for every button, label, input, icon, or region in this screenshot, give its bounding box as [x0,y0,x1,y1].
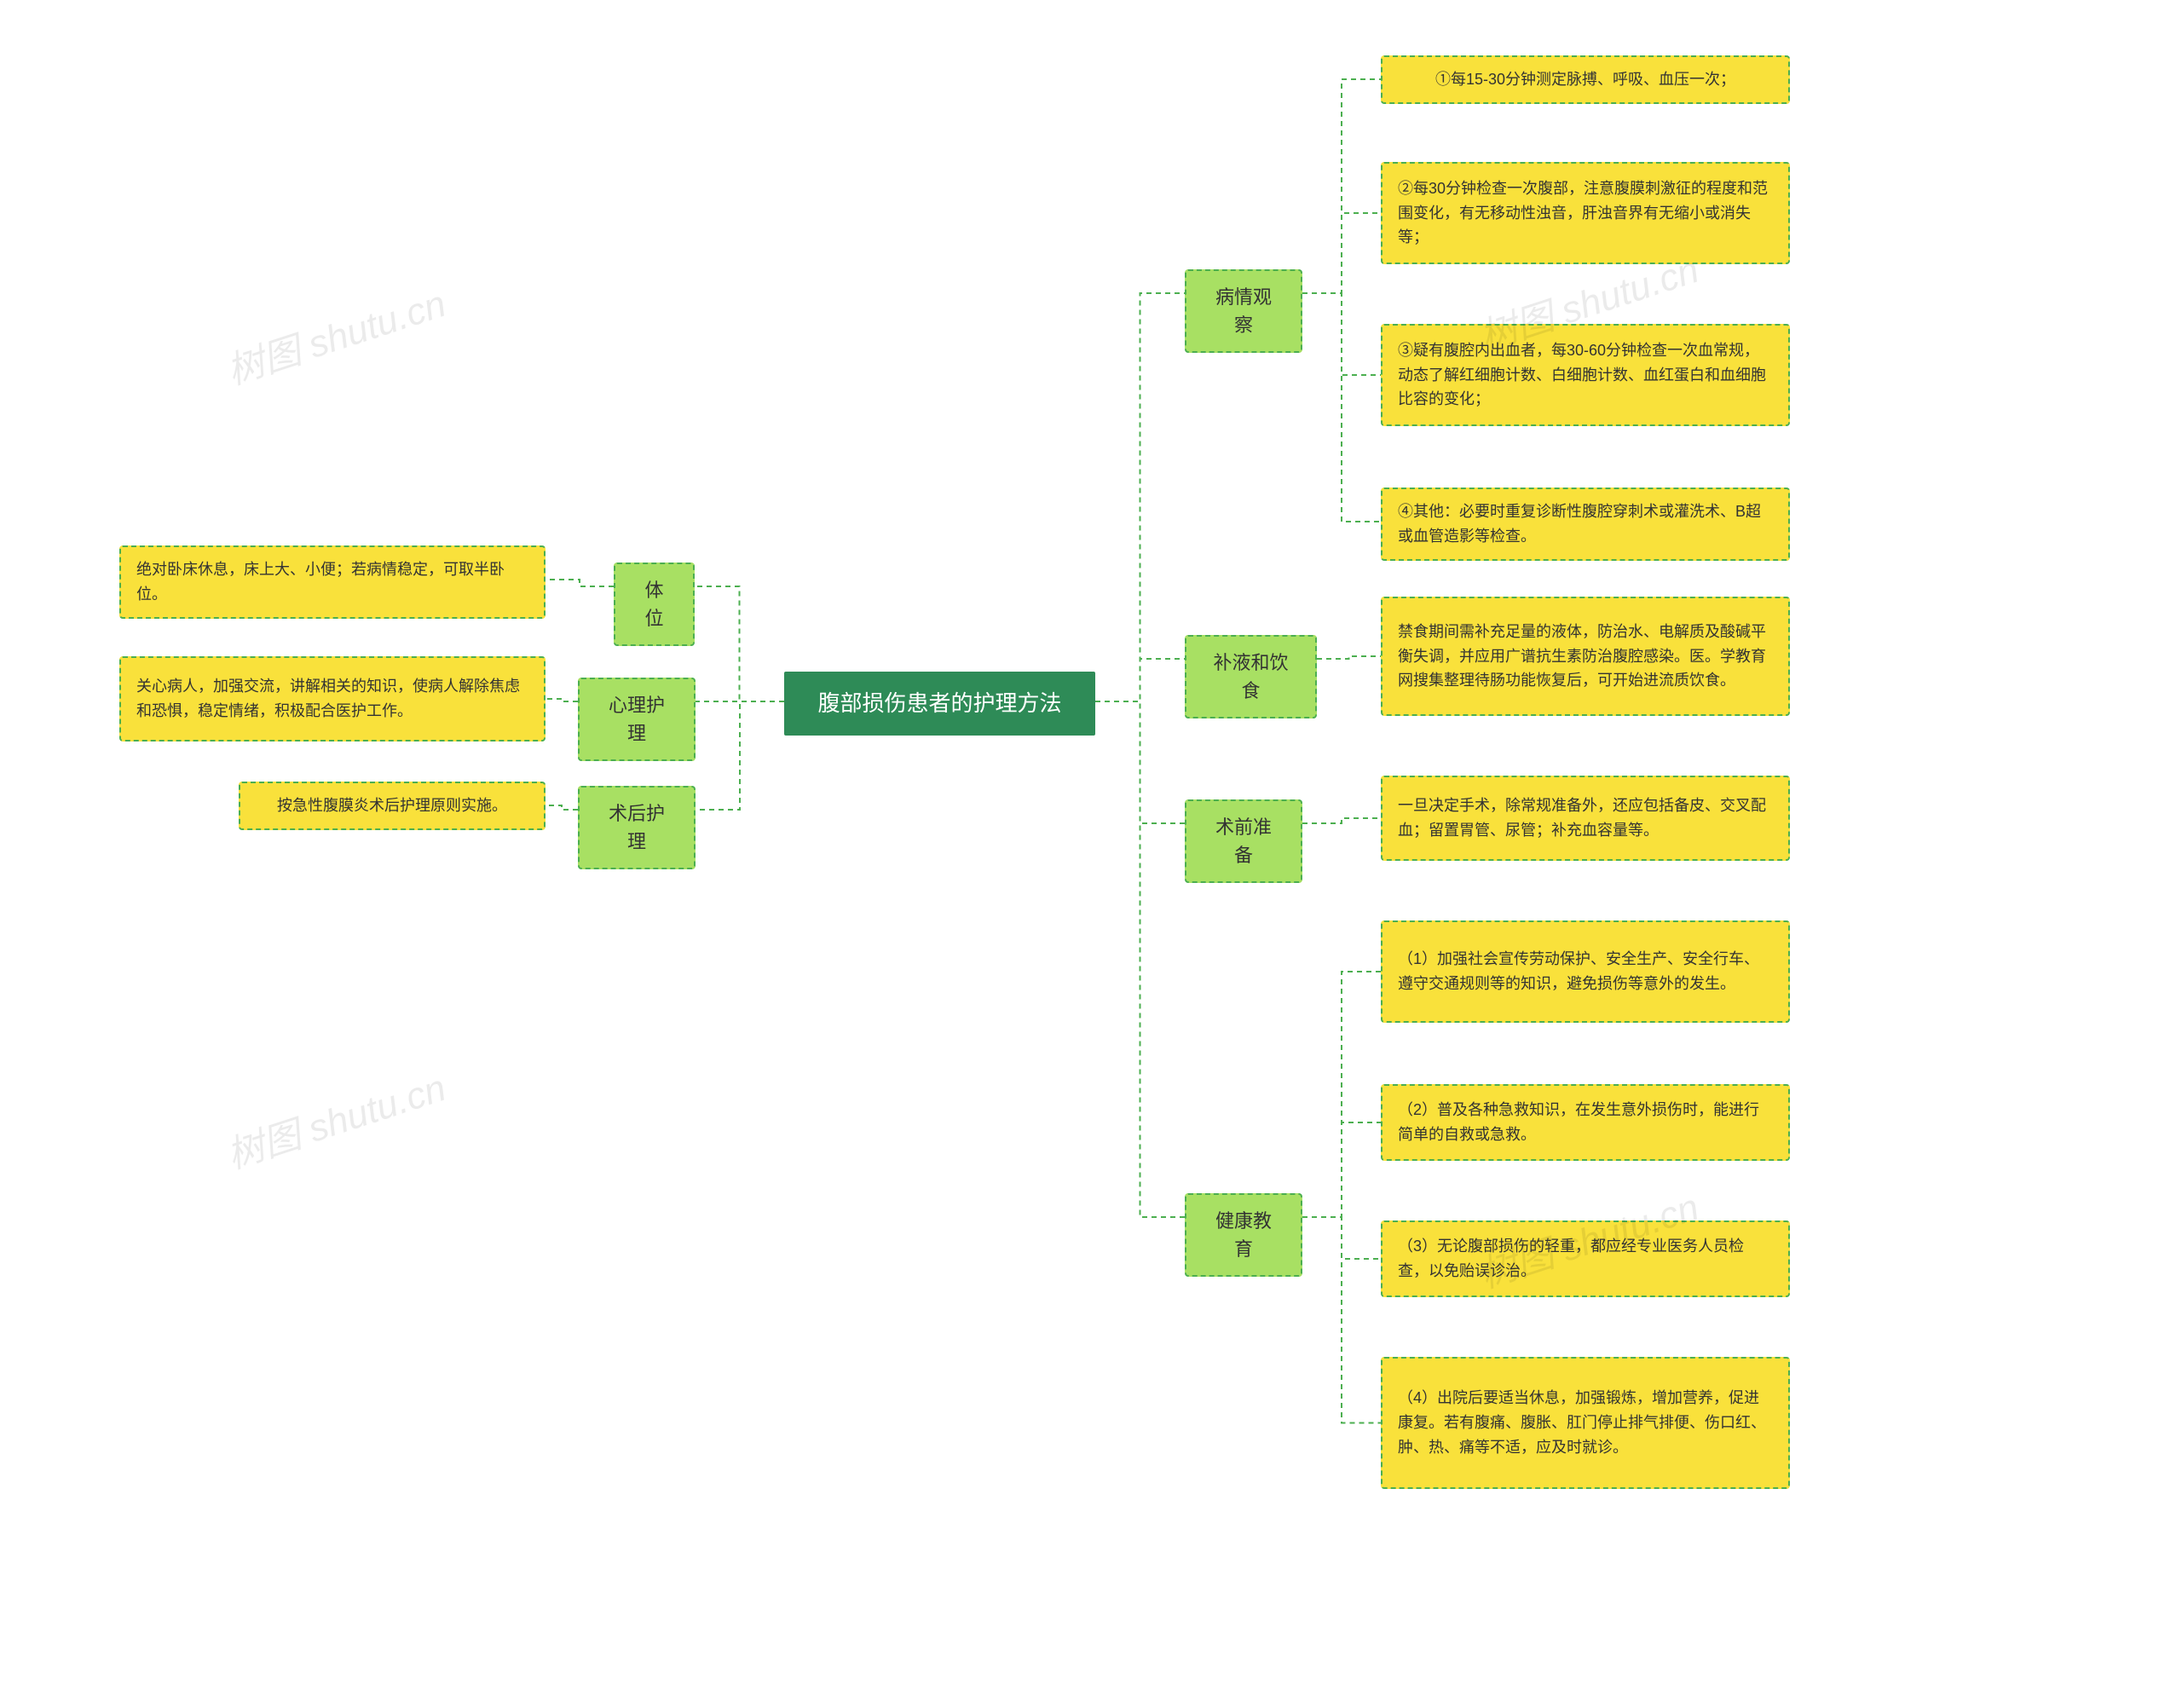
leaf-node: 关心病人，加强交流，讲解相关的知识，使病人解除焦虑和恐惧，稳定情绪，积极配合医护… [119,656,546,741]
leaf-node: 按急性腹膜炎术后护理原则实施。 [239,782,546,830]
leaf-node: 绝对卧床休息，床上大、小便；若病情稳定，可取半卧位。 [119,545,546,619]
leaf-node: ①每15-30分钟测定脉搏、呼吸、血压一次； [1381,55,1790,104]
leaf-node: ④其他：必要时重复诊断性腹腔穿刺术或灌洗术、B超或血管造影等检查。 [1381,488,1790,561]
leaf-node: （3）无论腹部损伤的轻重，都应经专业医务人员检查，以免贻误诊治。 [1381,1220,1790,1297]
branch-node: 健康教育 [1185,1193,1302,1277]
leaf-node: 禁食期间需补充足量的液体，防治水、电解质及酸碱平衡失调，并应用广谱抗生素防治腹腔… [1381,597,1790,716]
branch-node: 术前准备 [1185,799,1302,883]
leaf-node: （4）出院后要适当休息，加强锻炼，增加营养，促进康复。若有腹痛、腹胀、肛门停止排… [1381,1357,1790,1489]
branch-node: 补液和饮食 [1185,635,1317,718]
leaf-node: 一旦决定手术，除常规准备外，还应包括备皮、交叉配血；留置胃管、尿管；补充血容量等… [1381,776,1790,861]
branch-node: 术后护理 [578,786,696,869]
leaf-node: ②每30分钟检查一次腹部，注意腹膜刺激征的程度和范围变化，有无移动性浊音，肝浊音… [1381,162,1790,264]
leaf-node: （1）加强社会宣传劳动保护、安全生产、安全行车、遵守交通规则等的知识，避免损伤等… [1381,920,1790,1023]
branch-node: 心理护理 [578,678,696,761]
root-node: 腹部损伤患者的护理方法 [784,672,1095,736]
leaf-node: ③疑有腹腔内出血者，每30-60分钟检查一次血常规，动态了解红细胞计数、白细胞计… [1381,324,1790,426]
watermark: 树图 shutu.cn [219,273,452,395]
branch-node: 病情观察 [1185,269,1302,353]
watermark: 树图 shutu.cn [219,1057,452,1179]
leaf-node: （2）普及各种急救知识，在发生意外损伤时，能进行简单的自救或急救。 [1381,1084,1790,1161]
branch-node: 体位 [614,563,695,646]
